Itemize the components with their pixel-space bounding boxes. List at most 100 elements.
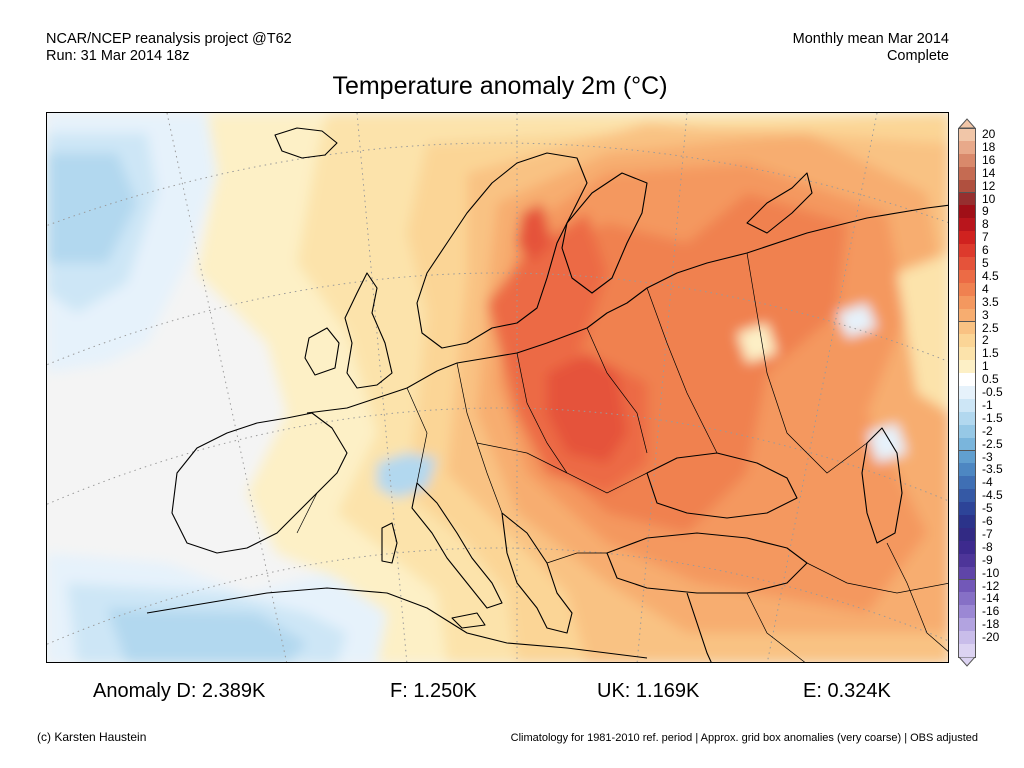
colorbar-label: -4.5 [982, 488, 1003, 503]
colorbar-label: -7 [982, 526, 993, 541]
colorbar-label: -6 [982, 514, 993, 528]
colorbar-cell [958, 463, 976, 478]
colorbar-cell [958, 321, 976, 336]
stat-e: E: 0.324K [803, 680, 891, 702]
colorbar-label: 2 [982, 333, 989, 348]
colorbar-label: 10 [982, 191, 996, 206]
colorbar-cell [958, 386, 976, 400]
colorbar-cell [958, 579, 976, 594]
colorbar-cell [958, 308, 976, 323]
colorbar-label: 3.5 [982, 294, 999, 309]
colorbar-label: 18 [982, 139, 996, 154]
colorbar-cell [958, 218, 976, 233]
colorbar-cell [958, 450, 976, 465]
colorbar-cell [958, 205, 976, 220]
colorbar-cell [958, 244, 976, 258]
stat-f: F: 1.250K [390, 680, 477, 702]
colorbar-label: -2 [982, 423, 993, 438]
colorbar-cell [958, 140, 976, 155]
colorbar-cell [958, 489, 976, 504]
colorbar-label: 14 [982, 165, 996, 180]
header-left: NCAR/NCEP reanalysis project @T62 Run: 3… [46, 31, 292, 65]
colorbar-cell [958, 282, 976, 297]
colorbar-cell [958, 515, 976, 529]
colorbar-label: -2.5 [982, 436, 1003, 451]
colorbar-label: -1.5 [982, 410, 1003, 425]
colorbar-cell [958, 347, 976, 362]
header-run: Run: 31 Mar 2014 18z [46, 48, 190, 64]
coastlines [146, 127, 948, 662]
header-source: NCAR/NCEP reanalysis project @T62 [46, 31, 292, 47]
colorbar-cell [958, 540, 976, 555]
colorbar-cell [958, 631, 976, 645]
anomaly-field [47, 113, 948, 662]
colorbar-label: 12 [982, 178, 996, 193]
colorbar-label: -10 [982, 565, 1000, 580]
colorbar-label: 3 [982, 307, 989, 322]
colorbar-cell [958, 605, 976, 620]
map-canvas [47, 113, 948, 662]
copyright: (c) Karsten Haustein [37, 730, 147, 744]
colorbar-label: -14 [982, 591, 1000, 606]
colorbar-label: -4 [982, 475, 993, 490]
colorbar-cell [958, 424, 976, 439]
colorbar-cell [958, 231, 976, 246]
colorbar-cell [958, 398, 976, 413]
colorbar-min-arrow [958, 656, 976, 667]
colorbar-cell [958, 527, 976, 542]
colorbar-label: 20 [982, 127, 996, 141]
colorbar-cell [958, 360, 976, 375]
colorbar-label: 5 [982, 256, 989, 270]
map-title: Temperature anomaly 2m (°C) [332, 72, 668, 100]
colorbar-label: 8 [982, 217, 989, 232]
header-period: Monthly mean Mar 2014 [792, 31, 949, 47]
colorbar-cell [958, 502, 976, 516]
colorbar-label: -16 [982, 604, 1000, 619]
colorbar-label: 1 [982, 359, 989, 374]
colorbar-label: -0.5 [982, 385, 1003, 399]
colorbar-label: 2.5 [982, 320, 999, 335]
colorbar-label: -1 [982, 397, 993, 412]
colorbar-label: -20 [982, 630, 1000, 645]
colorbar-label: 1.5 [982, 346, 999, 361]
country-borders [296, 252, 948, 662]
colorbar-cell [958, 373, 976, 387]
colorbar-label: -3 [982, 449, 993, 464]
anomaly-map [46, 112, 949, 663]
colorbar-label: -5 [982, 501, 993, 516]
colorbar-cell [958, 566, 976, 581]
colorbar-label: -3.5 [982, 462, 1003, 477]
colorbar-label: 4.5 [982, 268, 999, 283]
colorbar-label: -8 [982, 539, 993, 554]
colorbar-label: 0.5 [982, 372, 999, 387]
colorbar-cell [958, 153, 976, 168]
colorbar-cell [958, 437, 976, 452]
colorbar-label: 6 [982, 243, 989, 258]
colorbar-cell [958, 166, 976, 181]
colorbar-cell [958, 334, 976, 349]
colorbar-cell [958, 257, 976, 271]
colorbar-cell [958, 411, 976, 426]
colorbar-cell [958, 269, 976, 284]
colorbar-cell [958, 295, 976, 310]
colorbar-label: -18 [982, 617, 1000, 632]
header-right: Monthly mean Mar 2014 Complete [793, 31, 949, 65]
colorbar-cell [958, 592, 976, 607]
colorbar-label: 9 [982, 204, 989, 219]
stat-anomaly-d: Anomaly D: 2.389K [93, 680, 266, 702]
colorbar-label: 16 [982, 152, 996, 167]
colorbar-cell [958, 179, 976, 194]
graticule [47, 113, 948, 662]
colorbar-cell [958, 644, 976, 658]
colorbar-label: 4 [982, 281, 989, 296]
colorbar-label: -12 [982, 578, 1000, 593]
header-status: Complete [886, 48, 949, 64]
colorbar-cell [958, 553, 976, 568]
colorbar-cell [958, 192, 976, 207]
stat-uk: UK: 1.169K [597, 680, 700, 702]
colorbar-cell [958, 618, 976, 633]
colorbar-max-arrow [958, 118, 976, 128]
stats-row: Anomaly D: 2.389K F: 1.250K UK: 1.169K E… [0, 680, 1024, 706]
climatology-note: Climatology for 1981-2010 ref. period | … [510, 732, 978, 744]
colorbar-label: -9 [982, 552, 993, 567]
